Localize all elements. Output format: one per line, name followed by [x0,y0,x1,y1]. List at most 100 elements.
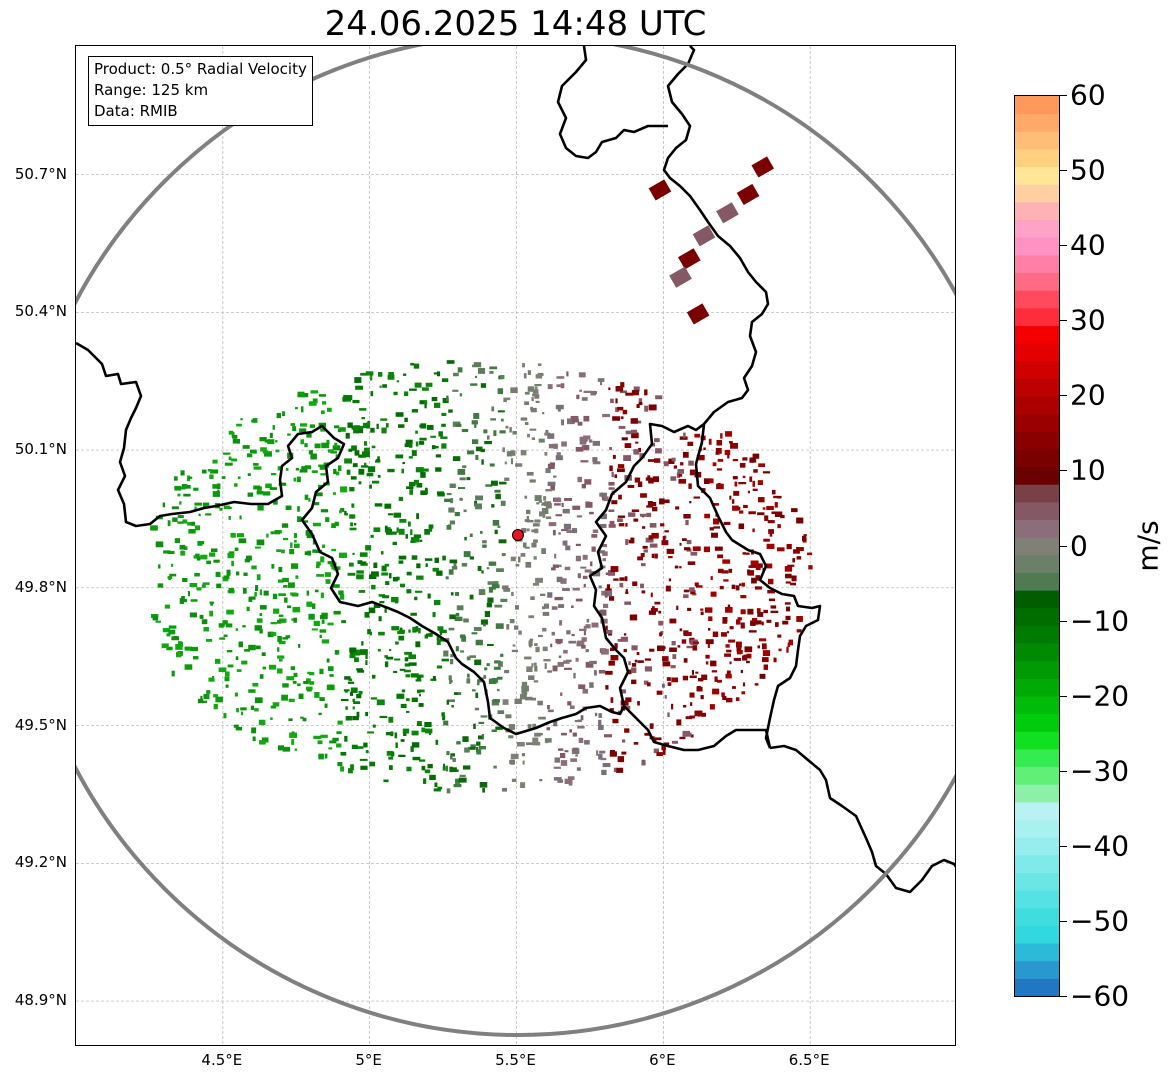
velocity-echo-pixel [224,676,230,682]
velocity-echo-pixel [364,462,367,467]
velocity-echo-pixel [654,601,661,605]
velocity-echo-pixel [327,449,334,453]
velocity-echo-pixel [354,657,359,663]
velocity-echo-pixel [332,445,341,451]
velocity-echo-pixel [313,735,322,740]
velocity-echo-pixel [488,561,497,566]
velocity-echo-pixel [654,458,661,463]
velocity-echo-pixel [588,439,593,443]
velocity-echo-pixel [771,489,776,495]
velocity-echo-pixel [376,699,385,706]
velocity-echo-pixel [243,572,248,576]
velocity-echo-pixel [534,394,540,399]
velocity-echo-pixel [355,385,364,390]
velocity-echo-pixel [649,523,657,528]
velocity-echo-pixel [482,787,485,793]
velocity-echo-pixel [557,661,564,667]
velocity-echo-pixel [493,666,501,670]
velocity-echo-pixel [354,377,362,383]
lon-tick-label: 6°E [649,1051,676,1069]
velocity-echo-pixel [471,689,476,692]
velocity-echo-pixel [748,630,757,633]
velocity-echo-pixel [411,730,419,736]
velocity-echo-pixel [261,737,269,743]
velocity-echo-pixel [572,587,580,591]
velocity-echo-pixel [437,491,444,496]
velocity-echo-pixel [494,604,503,608]
velocity-echo-pixel [345,715,353,721]
velocity-echo-pixel [571,633,575,637]
colorbar-tick-mark [1060,95,1067,96]
lon-tick-label: 6.5°E [788,1051,830,1069]
velocity-echo-pixel [491,699,500,706]
velocity-echo-pixel [521,528,527,533]
velocity-echo-pixel [466,678,471,684]
velocity-echo-pixel [740,594,747,599]
velocity-echo-pixel [310,390,319,394]
velocity-echo-pixel [281,549,285,554]
velocity-echo-pixel [748,570,755,576]
velocity-echo-pixel [664,742,670,746]
velocity-echo-pixel [401,689,406,693]
velocity-echo-pixel [424,403,427,409]
velocity-echo-pixel [640,493,647,498]
velocity-echo-pixel [273,608,280,614]
colorbar-tick-label: 10 [1070,453,1106,487]
velocity-echo-pixel [445,576,449,580]
velocity-echo-pixel [404,391,409,397]
velocity-echo-pixel [352,552,355,555]
velocity-echo-pixel [449,614,456,620]
velocity-echo-pixel [168,629,176,635]
velocity-echo-pixel [666,548,675,554]
velocity-echo-pixel [707,642,710,648]
velocity-echo-pixel [754,586,762,590]
colorbar-swatch [1015,660,1059,679]
velocity-echo-pixel [398,528,405,535]
velocity-echo-pixel [302,717,307,722]
velocity-echo-pixel [807,552,813,556]
velocity-echo-pixel [396,693,405,699]
colorbar-swatch [1015,272,1059,291]
velocity-echo-pixel [541,508,549,515]
velocity-echo-pixel [729,441,733,444]
velocity-echo-pixel [711,503,719,506]
velocity-echo-pixel [349,514,356,519]
velocity-echo-pixel [442,763,446,767]
velocity-echo-pixel [709,704,715,710]
velocity-echo-pixel [584,740,590,745]
velocity-echo-pixel [778,648,782,652]
velocity-echo-pixel [235,571,240,576]
velocity-echo-pixel [784,566,793,572]
velocity-echo-pixel [241,660,248,665]
velocity-echo-pixel [658,620,664,626]
radar-map[interactable] [75,45,956,1046]
velocity-echo-pixel [292,680,297,684]
velocity-echo-pixel [384,563,390,567]
velocity-echo-pixel [667,682,672,686]
velocity-echo-pixel [605,588,612,592]
velocity-echo-pixel [209,474,214,479]
velocity-echo-pixel [234,692,238,697]
velocity-echo-pixel [441,412,447,417]
velocity-echo-pixel [633,449,640,455]
velocity-echo-pixel [425,563,428,567]
velocity-echo-pixel [510,753,519,760]
velocity-echo-pixel [747,570,751,574]
velocity-echo-pixel [276,619,282,624]
velocity-echo-pixel [278,640,286,645]
velocity-echo-pixel [617,639,623,642]
velocity-echo-pixel [367,466,376,473]
velocity-echo-pixel [442,715,446,721]
velocity-echo-pixel [385,528,393,535]
velocity-echo-pixel [262,450,269,454]
velocity-echo-pixel [796,556,802,560]
velocity-echo-pixel [398,424,405,428]
velocity-echo-pixel [561,502,564,508]
velocity-echo-pixel [567,418,575,425]
velocity-echo-pixel [543,658,551,662]
velocity-echo-pixel [373,603,381,609]
velocity-echo-pixel [248,644,256,651]
velocity-echo-pixel [625,589,628,592]
velocity-echo-pixel [340,766,345,772]
velocity-echo-pixel [326,684,335,691]
